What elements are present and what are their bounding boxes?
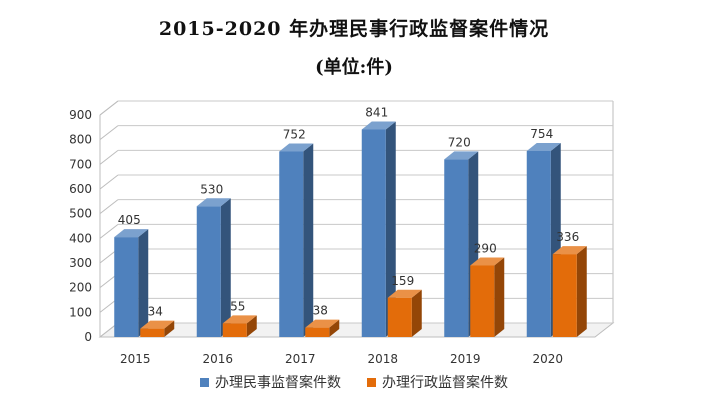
bar-civil-2018 [361,121,396,337]
legend-label-civil: 办理民事监督案件数 [215,375,341,391]
data-label: 754 [530,127,553,141]
bar-admin-2018 [387,289,422,337]
data-label: 720 [448,135,471,149]
bar-admin-2019 [470,257,505,337]
data-label: 159 [391,274,414,288]
y-tick-label: 400 [69,231,92,245]
chart-legend: 办理民事监督案件数 办理行政监督案件数 [0,372,708,392]
data-label: 336 [556,230,579,244]
data-label: 530 [200,182,223,196]
bar-admin-2017 [305,319,340,337]
x-tick-label: 2015 [120,352,151,366]
legend-item-admin: 办理行政监督案件数 [367,372,508,392]
data-label: 841 [365,106,388,120]
x-tick-label: 2016 [202,352,233,366]
y-tick-label: 900 [69,108,92,122]
data-label: 752 [283,128,306,142]
y-tick-label: 500 [69,207,92,221]
y-tick-label: 200 [69,281,92,295]
y-tick-label: 600 [69,182,92,196]
bar-admin-2020 [552,246,587,337]
bar-admin-2016 [222,315,257,337]
y-tick-label: 0 [84,330,92,344]
chart-subtitle: (单位:件) [315,57,393,78]
gridline-diag [99,149,119,165]
y-tick-label: 800 [69,133,92,147]
x-tick-label: 2020 [532,352,563,366]
gridline-diag [99,174,119,190]
gridline-diag [99,125,119,141]
bar-admin-2015 [140,320,175,337]
x-tick-label: 2019 [450,352,481,366]
legend-swatch-admin [367,377,376,387]
data-label: 38 [313,304,328,318]
gridline-diag [99,100,119,116]
bar-civil-2015 [114,229,149,337]
data-label: 55 [230,299,245,313]
y-tick-label: 300 [69,256,92,270]
data-label: 405 [118,213,141,227]
data-label: 290 [474,241,497,255]
chart-title: 2015-2020 年办理民事行政监督案件情况 [158,18,550,40]
legend-label-admin: 办理行政监督案件数 [382,375,508,391]
y-tick-label: 700 [69,157,92,171]
legend-item-civil: 办理民事监督案件数 [200,372,341,392]
x-tick-label: 2017 [285,352,316,366]
bar-civil-2016 [196,198,231,337]
x-tick-label: 2018 [367,352,398,366]
gridline-diag [99,199,119,215]
data-label: 34 [148,305,163,319]
y-tick-label: 100 [69,305,92,319]
legend-swatch-civil [200,377,209,387]
gridline-diag [99,223,119,239]
bar-civil-2017 [279,143,314,337]
